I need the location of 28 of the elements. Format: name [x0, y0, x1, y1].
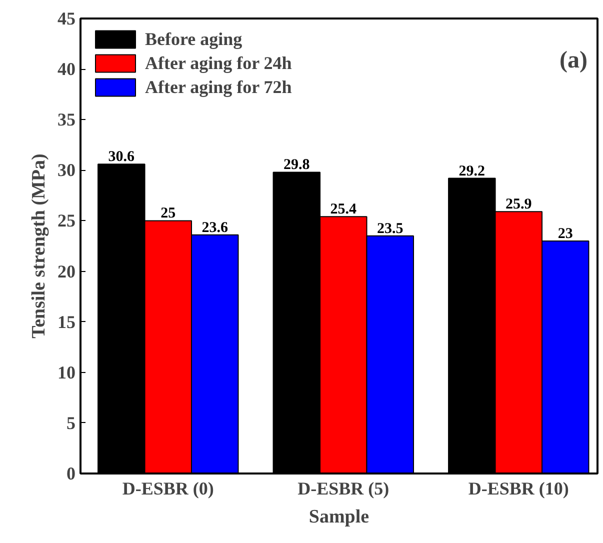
- data-label: 23.6: [202, 220, 228, 236]
- data-label: 25: [160, 206, 176, 222]
- y-tick-label: 25: [58, 210, 76, 231]
- annotation: (a): [560, 48, 588, 74]
- data-label: 25.9: [506, 196, 532, 213]
- x-axis-title: Sample: [308, 506, 370, 528]
- y-tick-label: 40: [58, 59, 76, 80]
- y-tick-label: 20: [58, 261, 76, 282]
- data-label: 30.6: [108, 149, 136, 166]
- y-tick-label: 35: [58, 110, 76, 130]
- legend-label: After aging for 24h: [145, 52, 292, 74]
- y-tick-label: 15: [58, 312, 76, 332]
- data-label: 23.5: [376, 220, 404, 237]
- data-label: 29.2: [458, 163, 486, 180]
- x-tick-label: D-ESBR (0): [122, 478, 214, 498]
- y-tick-label: 45: [58, 8, 76, 28]
- x-tick-label: D-ESBR (10): [468, 478, 569, 498]
- data-label: 29.8: [284, 157, 310, 174]
- y-tick-label: 0: [66, 464, 76, 484]
- data-label: 23: [558, 226, 573, 242]
- legend-label: After aging for 72h: [145, 76, 292, 98]
- y-axis-title: Tensile strength (MPa): [28, 154, 50, 338]
- y-tick-label: 30: [58, 160, 76, 180]
- data-label: 25.4: [330, 202, 358, 218]
- x-tick-label: D-ESBR (5): [298, 478, 390, 498]
- y-tick-label: 5: [66, 412, 76, 433]
- y-tick-label: 10: [58, 362, 76, 382]
- legend-label: Before aging: [145, 28, 242, 50]
